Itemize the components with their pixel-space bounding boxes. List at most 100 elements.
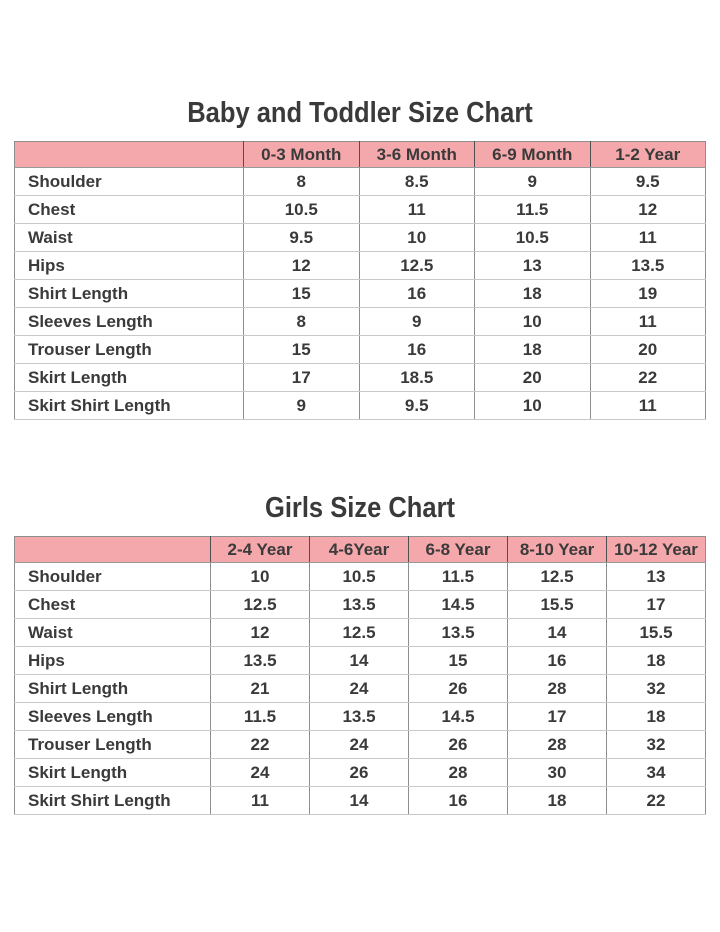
size-value-cell: 12.5 xyxy=(507,562,607,591)
column-header: 1-2 Year xyxy=(589,141,706,168)
size-value-cell: 10.5 xyxy=(243,195,360,224)
table-row: Trouser Length 22 24 26 28 32 xyxy=(14,730,706,759)
column-header: 10-12 Year xyxy=(606,536,706,563)
size-value-cell: 10.5 xyxy=(309,562,409,591)
size-value-cell: 12.5 xyxy=(309,618,409,647)
size-value-cell: 17 xyxy=(606,590,706,619)
table-row: Sleeves Length 11.5 13.5 14.5 17 18 xyxy=(14,702,706,731)
size-value-cell: 9.5 xyxy=(358,391,475,420)
size-value-cell: 15 xyxy=(408,646,508,675)
size-value-cell: 16 xyxy=(358,279,475,308)
size-value-cell: 11.5 xyxy=(210,702,310,731)
column-header: 6-8 Year xyxy=(408,536,508,563)
column-header: 6-9 Month xyxy=(474,141,591,168)
size-value-cell: 13.5 xyxy=(408,618,508,647)
size-value-cell: 32 xyxy=(606,674,706,703)
table-row: Waist 9.5 10 10.5 11 xyxy=(14,223,706,252)
size-value-cell: 14 xyxy=(309,646,409,675)
size-value-cell: 9 xyxy=(243,391,360,420)
column-header: 2-4 Year xyxy=(210,536,310,563)
size-value-cell: 11 xyxy=(589,223,706,252)
measurement-label: Shoulder xyxy=(14,167,244,196)
table-row: Sleeves Length 8 9 10 11 xyxy=(14,307,706,336)
size-value-cell: 17 xyxy=(243,363,360,392)
size-value-cell: 11 xyxy=(358,195,475,224)
baby-toddler-chart-title: Baby and Toddler Size Chart xyxy=(187,97,533,129)
size-value-cell: 24 xyxy=(309,730,409,759)
size-value-cell: 10.5 xyxy=(474,223,591,252)
column-header: 8-10 Year xyxy=(507,536,607,563)
measurement-label: Chest xyxy=(14,590,211,619)
measurement-label: Trouser Length xyxy=(14,730,211,759)
size-value-cell: 18 xyxy=(474,335,591,364)
size-value-cell: 13 xyxy=(474,251,591,280)
size-value-cell: 15.5 xyxy=(507,590,607,619)
size-value-cell: 14 xyxy=(309,786,409,815)
measurement-label: Skirt Shirt Length xyxy=(14,391,244,420)
girls-chart-title: Girls Size Chart xyxy=(264,492,456,524)
table-row: Chest 10.5 11 11.5 12 xyxy=(14,195,706,224)
size-value-cell: 18 xyxy=(507,786,607,815)
size-value-cell: 18 xyxy=(606,702,706,731)
size-value-cell: 9 xyxy=(474,167,591,196)
size-value-cell: 10 xyxy=(210,562,310,591)
size-value-cell: 12 xyxy=(589,195,706,224)
size-value-cell: 30 xyxy=(507,758,607,787)
measurement-label: Skirt Length xyxy=(14,758,211,787)
table-row: Chest 12.5 13.5 14.5 15.5 17 xyxy=(14,590,706,619)
column-header: 0-3 Month xyxy=(243,141,360,168)
size-value-cell: 9 xyxy=(358,307,475,336)
column-header: 4-6Year xyxy=(309,536,409,563)
size-value-cell: 15 xyxy=(243,279,360,308)
size-value-cell: 11 xyxy=(210,786,310,815)
size-value-cell: 11.5 xyxy=(474,195,591,224)
size-value-cell: 28 xyxy=(507,674,607,703)
size-value-cell: 16 xyxy=(408,786,508,815)
measurement-label: Chest xyxy=(14,195,244,224)
measurement-label: Sleeves Length xyxy=(14,307,244,336)
measurement-label: Sleeves Length xyxy=(14,702,211,731)
size-value-cell: 17 xyxy=(507,702,607,731)
size-value-cell: 9.5 xyxy=(589,167,706,196)
size-value-cell: 15 xyxy=(243,335,360,364)
table-row: Hips 13.5 14 15 16 18 xyxy=(14,646,706,675)
size-value-cell: 12 xyxy=(210,618,310,647)
size-value-cell: 13.5 xyxy=(309,590,409,619)
size-value-cell: 18 xyxy=(474,279,591,308)
size-value-cell: 11.5 xyxy=(408,562,508,591)
size-value-cell: 19 xyxy=(589,279,706,308)
measurement-label: Shirt Length xyxy=(14,674,211,703)
girls-chart-section: Girls Size Chart 2-4 Year 4-6Year 6-8 Year… xyxy=(0,492,720,815)
table-row: Shirt Length 21 24 26 28 32 xyxy=(14,674,706,703)
size-value-cell: 24 xyxy=(210,758,310,787)
column-header: 3-6 Month xyxy=(358,141,475,168)
table-row: Skirt Shirt Length 9 9.5 10 11 xyxy=(14,391,706,420)
size-value-cell: 8 xyxy=(243,307,360,336)
size-value-cell: 18.5 xyxy=(358,363,475,392)
size-value-cell: 32 xyxy=(606,730,706,759)
girls-size-table: 2-4 Year 4-6Year 6-8 Year 8-10 Year 10-12 Ye… xyxy=(14,536,706,815)
table-header-row: 2-4 Year 4-6Year 6-8 Year 8-10 Year 10-12 Ye… xyxy=(14,536,706,563)
measurement-label: Hips xyxy=(14,646,211,675)
size-value-cell: 14 xyxy=(507,618,607,647)
table-row: Skirt Shirt Length 11 14 16 18 22 xyxy=(14,786,706,815)
size-value-cell: 26 xyxy=(408,674,508,703)
size-value-cell: 12.5 xyxy=(210,590,310,619)
size-value-cell: 18 xyxy=(606,646,706,675)
size-value-cell: 15.5 xyxy=(606,618,706,647)
size-value-cell: 13.5 xyxy=(589,251,706,280)
size-value-cell: 28 xyxy=(507,730,607,759)
size-value-cell: 13.5 xyxy=(210,646,310,675)
size-value-cell: 22 xyxy=(210,730,310,759)
measurement-label: Trouser Length xyxy=(14,335,244,364)
size-value-cell: 11 xyxy=(589,391,706,420)
corner-cell xyxy=(14,536,211,563)
size-value-cell: 13 xyxy=(606,562,706,591)
measurement-label: Skirt Length xyxy=(14,363,244,392)
size-value-cell: 28 xyxy=(408,758,508,787)
measurement-label: Hips xyxy=(14,251,244,280)
size-value-cell: 22 xyxy=(606,786,706,815)
size-value-cell: 9.5 xyxy=(243,223,360,252)
table-row: Shirt Length 15 16 18 19 xyxy=(14,279,706,308)
